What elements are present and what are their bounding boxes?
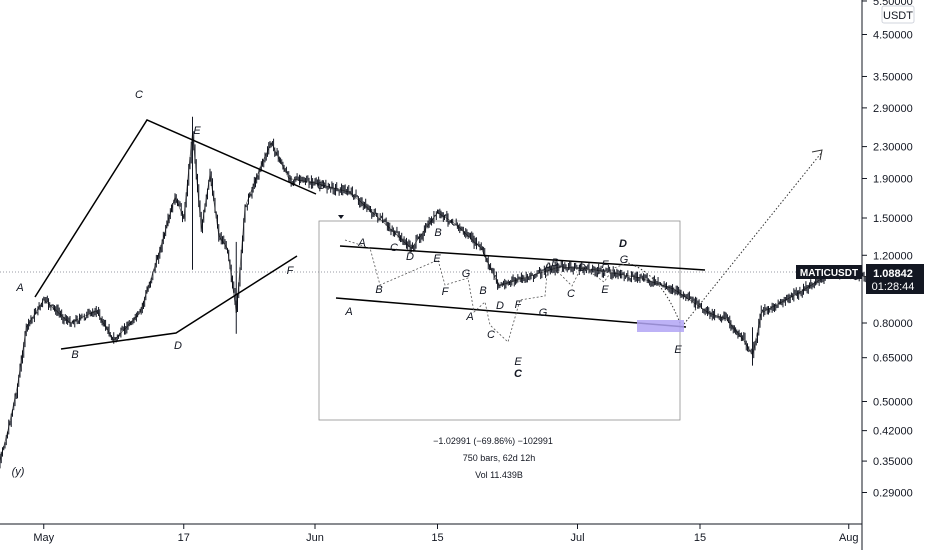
last-price-box xyxy=(866,264,924,294)
wave-label-triangle: E xyxy=(674,344,682,356)
price-tick-label: 0.80000 xyxy=(873,318,913,330)
measure-info: −1.02991 (−69.86%) −102991 750 bars, 62d… xyxy=(433,436,553,480)
time-tick-labels: May17Jun15Jul15Aug16Sep15 xyxy=(33,524,859,544)
measure-box xyxy=(318,220,681,421)
price-tick-label: 1.90000 xyxy=(873,174,913,186)
wave-label-primary: C xyxy=(135,89,143,101)
price-tick-label: 0.29000 xyxy=(873,487,913,499)
measure-line1: −1.02991 (−69.86%) −102991 xyxy=(433,436,553,446)
wave-label-sub-a: B xyxy=(375,284,382,296)
time-tick-label: 17 xyxy=(178,532,190,544)
candle-countdown: 01:28:44 xyxy=(872,281,915,293)
wave-label-sub-c: G xyxy=(539,307,548,319)
projection-arrow-head xyxy=(811,149,823,161)
wave-label-sub-d: G xyxy=(620,254,629,266)
time-tick-label: Jun xyxy=(306,532,324,544)
wave-label-sub-d: C xyxy=(567,288,575,300)
wave-label-sub-d: A xyxy=(543,261,551,273)
wave-label-primary: B xyxy=(71,349,78,361)
price-tick-label: 5.50000 xyxy=(873,0,913,8)
measure-line2: 750 bars, 62d 12h xyxy=(463,453,536,463)
wave-label-primary: E xyxy=(193,125,201,137)
projection-arrow xyxy=(683,151,823,325)
time-tick-label: Aug xyxy=(839,532,859,544)
measure-line3: Vol 11.439B xyxy=(475,470,523,480)
triangle-upper-line xyxy=(339,245,706,271)
price-axis[interactable]: 5.50000 4.50000 3.50000 2.90000 2.30000 1.900… xyxy=(796,0,924,550)
marker-down-icon xyxy=(338,215,344,219)
symbol-label: MATICUSDT xyxy=(800,268,858,279)
wave-label-sub-c: C xyxy=(487,329,495,341)
price-tick-label: 0.42000 xyxy=(873,426,913,438)
wave-label-sub-d: D xyxy=(578,262,586,274)
wave-label-triangle: A xyxy=(344,306,352,318)
price-tick-label: 2.90000 xyxy=(873,103,913,115)
wave-label-triangle: C xyxy=(514,368,523,380)
time-axis[interactable]: May17Jun15Jul15Aug16Sep15 xyxy=(0,523,932,544)
plot-area xyxy=(0,116,919,469)
wave-label-sub-a: E xyxy=(433,253,441,265)
candles xyxy=(0,116,919,469)
price-tick-label: 0.50000 xyxy=(873,397,913,409)
price-tick-label: 1.20000 xyxy=(873,250,913,262)
last-price-value: 1.08842 xyxy=(873,268,913,280)
wave-label-sub-d: E xyxy=(601,284,609,296)
time-tick-label: 15 xyxy=(694,532,706,544)
currency-badge-box xyxy=(881,5,915,24)
wave-label-sub-d: F xyxy=(602,259,610,271)
wave-label-primary: (y) xyxy=(12,466,25,478)
price-tick-label: 4.50000 xyxy=(873,29,913,41)
price-tick-label: 1.50000 xyxy=(873,213,913,225)
price-tick-label: 2.30000 xyxy=(873,142,913,154)
target-zone xyxy=(637,320,684,332)
time-tick-label: Jul xyxy=(570,532,584,544)
price-tick-label: 0.35000 xyxy=(873,456,913,468)
wave-label-sub-c: D xyxy=(496,300,504,312)
wave-label-sub-a: D xyxy=(406,251,414,263)
primary-wave-line-upper xyxy=(34,119,317,298)
time-tick-label: 15 xyxy=(431,532,443,544)
triangle-lower-line xyxy=(335,297,687,328)
price-tick-label: 3.50000 xyxy=(873,71,913,83)
wave-label-primary: G xyxy=(317,180,326,192)
wave-label-sub-c: F xyxy=(515,299,523,311)
sub-wave-dotted xyxy=(344,239,626,343)
wave-label-sub-c: A xyxy=(465,311,473,323)
symbol-label-box xyxy=(796,265,862,279)
wave-label-primary: F xyxy=(287,265,295,277)
projection-curve xyxy=(624,261,681,324)
wave-label-sub-d: B xyxy=(551,257,558,269)
wave-label-triangle: D xyxy=(619,238,627,250)
currency-badge[interactable]: USDT xyxy=(883,10,913,22)
time-tick-label: May xyxy=(33,532,54,544)
wave-label-triangle: B xyxy=(434,227,441,239)
wave-label-sub-c: B xyxy=(479,285,486,297)
primary-wave-line-lower xyxy=(60,255,298,350)
wave-label-primary: A xyxy=(15,282,23,294)
wave-label-sub-a: F xyxy=(442,286,450,298)
wave-label-sub-a: G xyxy=(462,268,471,280)
price-tick-label: 0.65000 xyxy=(873,353,913,365)
price-tick-labels: 5.50000 4.50000 3.50000 2.90000 2.30000 1.900… xyxy=(862,0,913,499)
wave-label-primary: D xyxy=(174,340,182,352)
wave-label-sub-c: E xyxy=(514,356,522,368)
wave-label-sub-a: C xyxy=(390,242,398,254)
price-line xyxy=(0,132,919,462)
wave-label-sub-a: A xyxy=(357,237,365,249)
wave-drawings xyxy=(34,119,823,350)
